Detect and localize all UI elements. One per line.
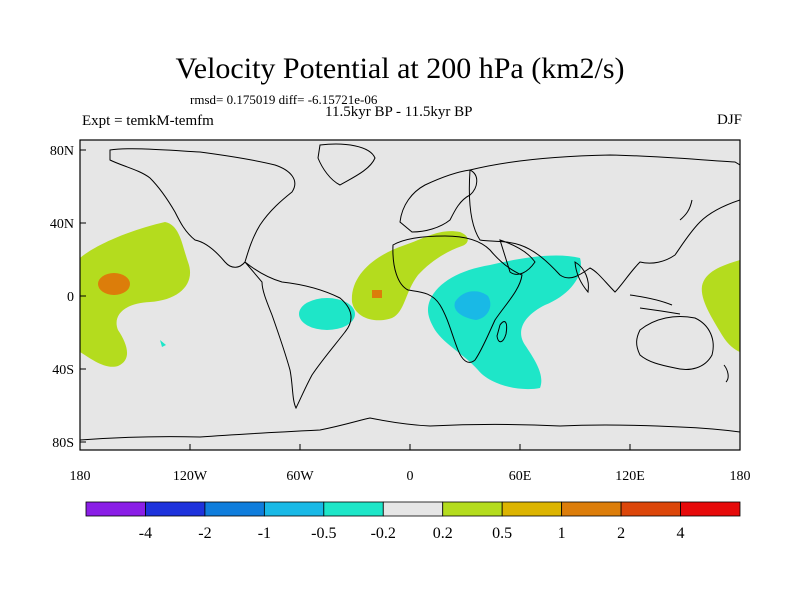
y-tick-label: 40N xyxy=(50,217,74,232)
y-tick-label: 40S xyxy=(52,363,74,378)
west-pacific-positive-region xyxy=(701,260,740,352)
pacific-positive-core xyxy=(98,273,130,295)
coastlines xyxy=(80,143,740,441)
colorbar-swatch xyxy=(85,501,146,517)
colorbar-label: 0.2 xyxy=(433,525,453,542)
contour-layer xyxy=(80,143,740,441)
colorbar-label: -2 xyxy=(198,525,211,542)
y-tick-label: 0 xyxy=(67,290,74,305)
colorbar-label: -0.2 xyxy=(371,525,396,542)
experiment-label: Expt = temkM-temfm xyxy=(82,113,214,129)
y-tick-label: 80S xyxy=(52,436,74,451)
africa-negative-core xyxy=(454,291,491,320)
plot-title: Velocity Potential at 200 hPa (km2/s) xyxy=(175,52,625,85)
map-background xyxy=(80,140,740,450)
colorbar-swatch xyxy=(204,501,265,517)
x-tick-label: 120E xyxy=(615,469,645,484)
colorbar-label: 2 xyxy=(617,525,625,542)
x-tick-label: 0 xyxy=(407,469,414,484)
season-label: DJF xyxy=(716,112,742,128)
colorbar-swatch xyxy=(323,501,384,517)
colorbar-label: -1 xyxy=(258,525,271,542)
colorbar-label: 4 xyxy=(677,525,685,542)
south-america-negative-region xyxy=(299,298,355,330)
y-tick-label: 80N xyxy=(50,144,74,159)
colorbar-label: -4 xyxy=(139,525,152,542)
colorbar-swatch xyxy=(620,501,681,517)
colorbar-swatch xyxy=(145,501,206,517)
colorbar-swatch xyxy=(382,501,444,517)
pacific-negative-speck xyxy=(160,340,166,347)
period-label: 11.5kyr BP - 11.5kyr BP xyxy=(325,104,473,120)
colorbar-swatch xyxy=(263,501,325,517)
colorbar-label: 0.5 xyxy=(492,525,512,542)
atlantic-positive-core xyxy=(372,290,382,298)
pacific-positive-region xyxy=(80,222,191,367)
x-axis: 180 120W 60W 0 60E 120E 180 xyxy=(70,444,751,484)
colorbar-swatch xyxy=(501,501,563,517)
x-tick-label: 60E xyxy=(509,469,532,484)
colorbar: -4 -2 -1 -0.5 -0.2 0.2 0.5 1 2 4 xyxy=(85,501,741,542)
y-axis: 80N 40N 0 40S 80S xyxy=(50,144,86,451)
x-tick-label: 180 xyxy=(730,469,751,484)
colorbar-swatch xyxy=(680,501,741,517)
africa-negative-region xyxy=(427,255,581,390)
x-tick-label: 120W xyxy=(173,469,208,484)
colorbar-swatch xyxy=(561,501,622,517)
stats-line: rmsd= 0.175019 diff= -6.15721e-06 xyxy=(190,92,378,107)
colorbar-label: 1 xyxy=(558,525,566,542)
colorbar-label: -0.5 xyxy=(311,525,336,542)
x-tick-label: 60W xyxy=(286,469,314,484)
x-tick-label: 180 xyxy=(70,469,91,484)
colorbar-swatch xyxy=(442,501,503,517)
